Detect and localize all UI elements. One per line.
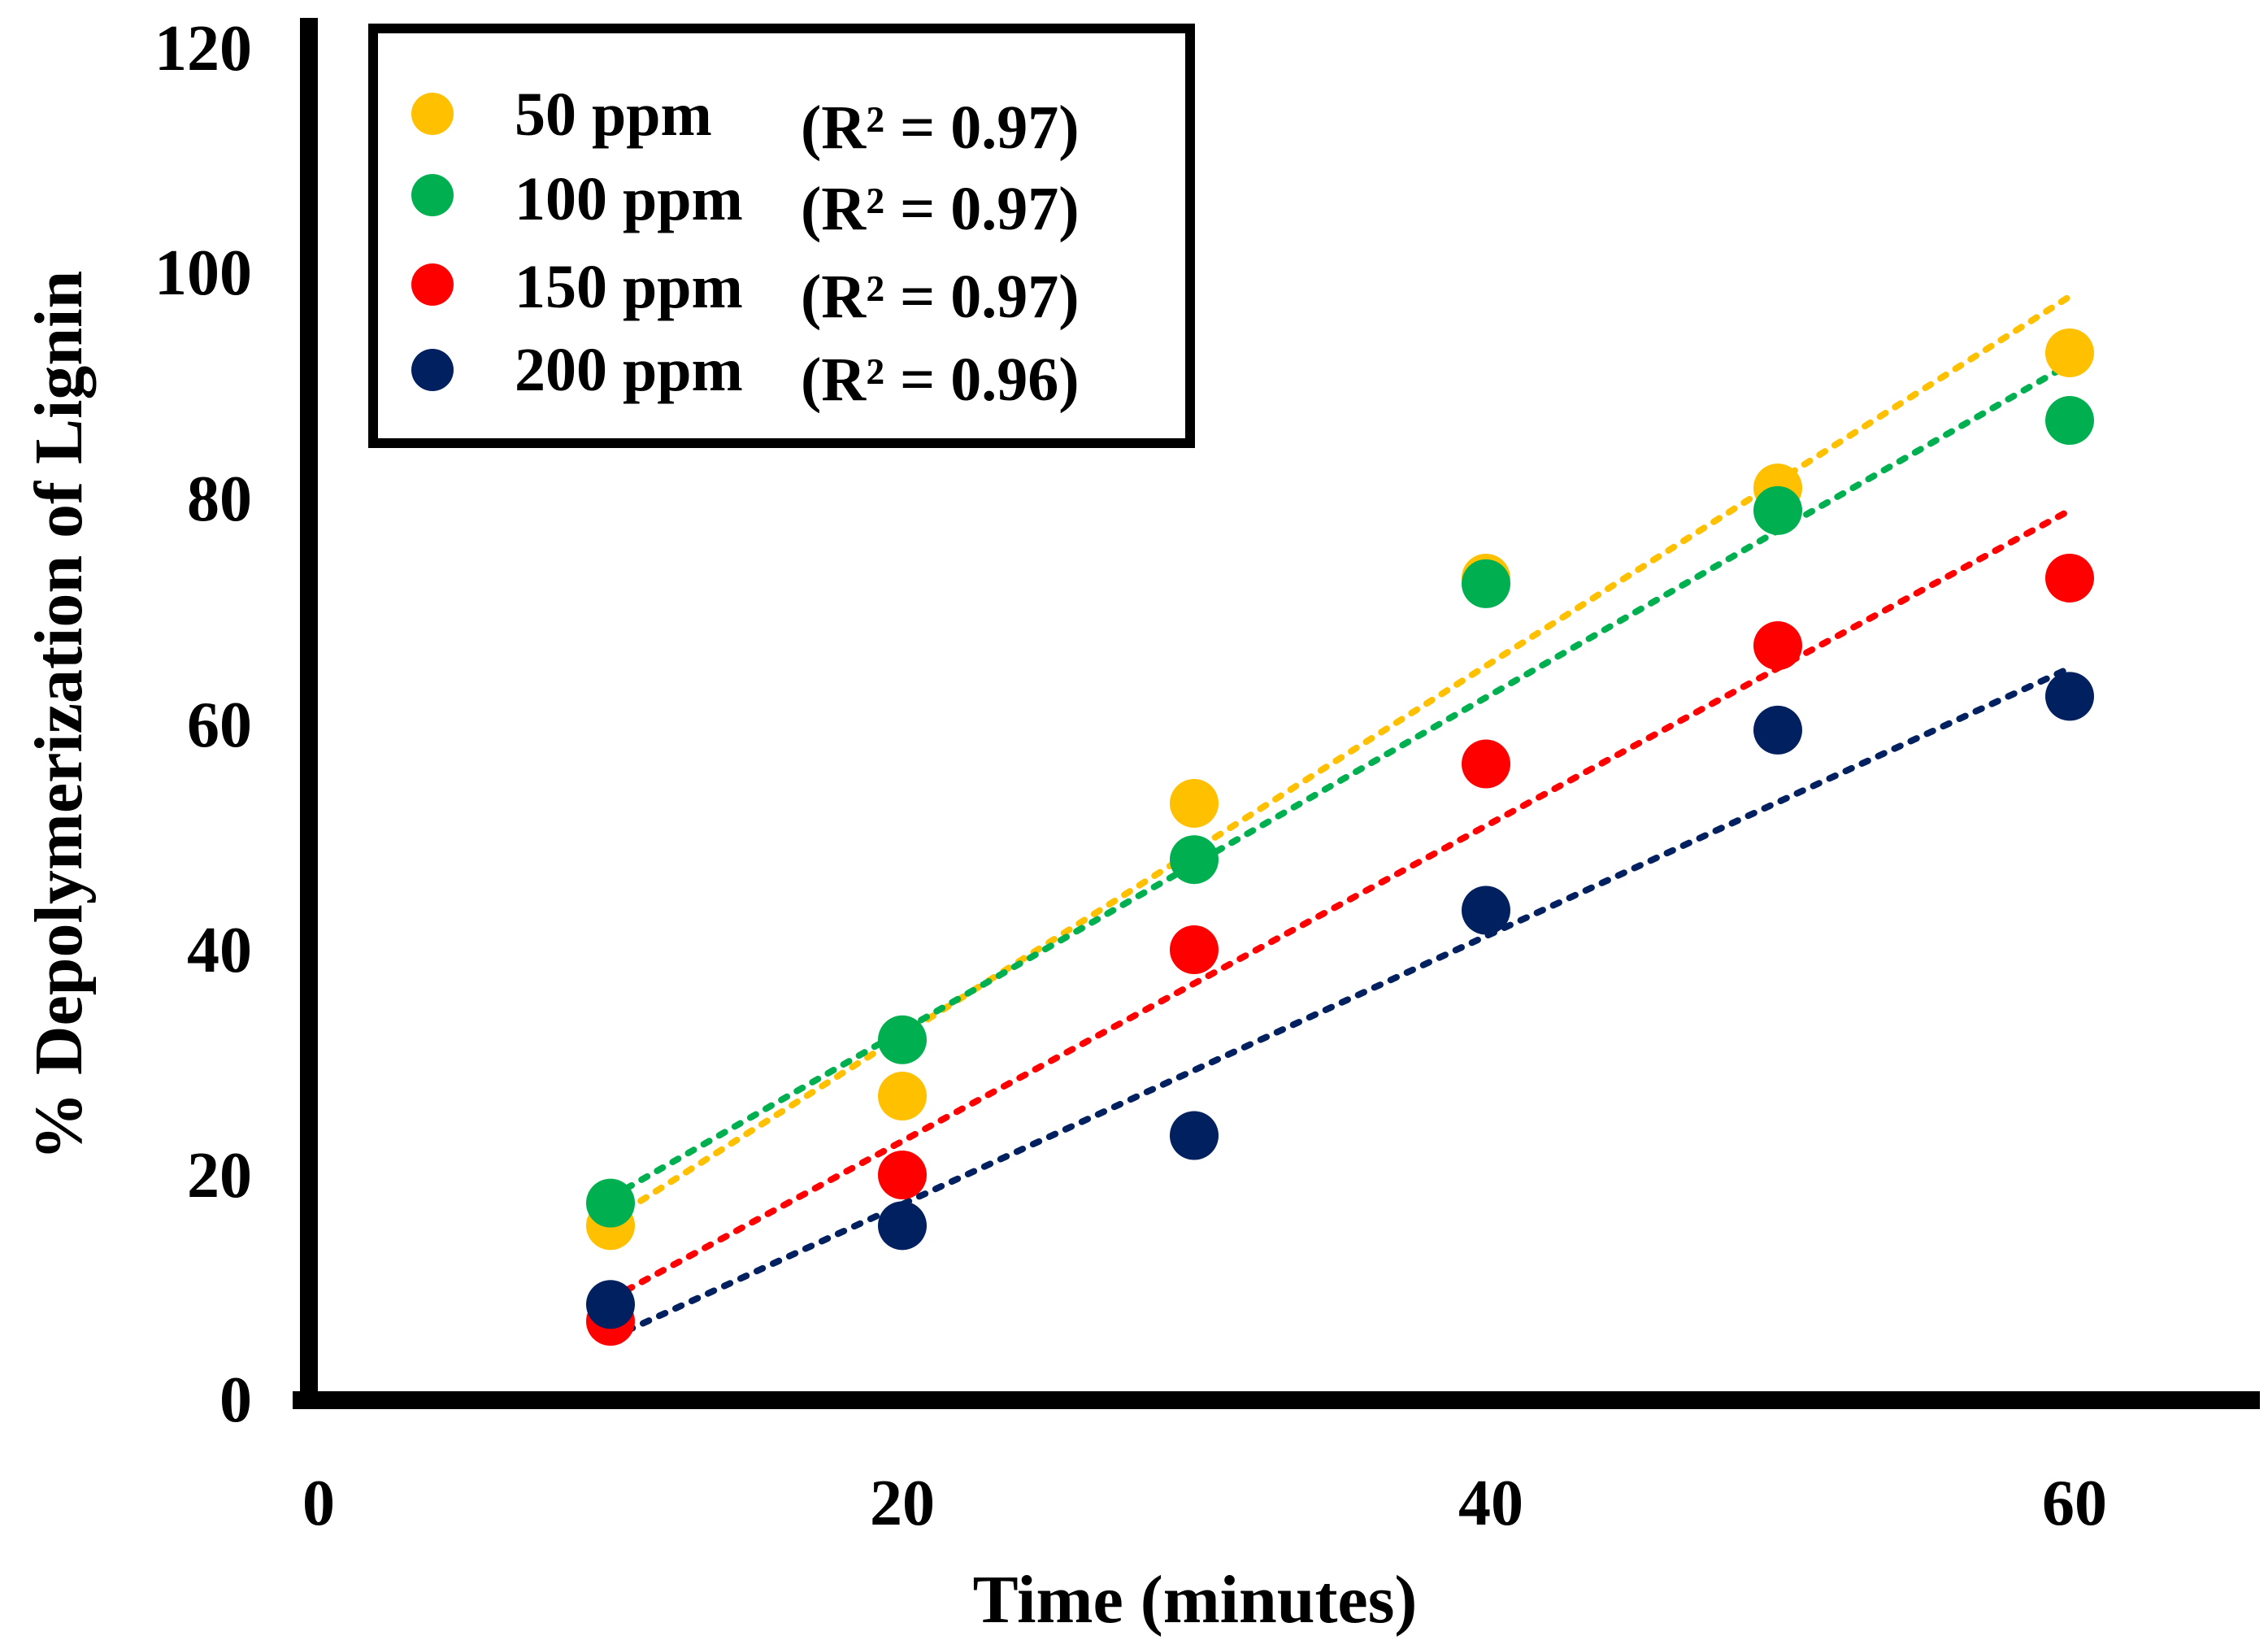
data-point [2045, 553, 2094, 603]
data-point [1170, 925, 1219, 974]
legend-series-label: 50 ppm [515, 80, 712, 149]
legend-frame [368, 24, 1195, 448]
data-point [1753, 485, 1802, 535]
data-point [1462, 559, 1510, 608]
data-point [1170, 835, 1219, 885]
x-tick-labels: 0 20 40 60 [302, 1468, 2107, 1539]
data-point [1170, 1111, 1219, 1160]
data-point [1753, 705, 1802, 755]
x-tick-label: 60 [2042, 1468, 2107, 1539]
legend: 50 ppm (R² = 0.97) 100 ppm (R² = 0.97) 1… [368, 24, 1195, 448]
data-point [2045, 672, 2094, 721]
x-tick-label: 0 [302, 1468, 335, 1539]
trendlines [607, 293, 2073, 1342]
trendline-100-ppm [607, 360, 2073, 1201]
data-point [878, 1072, 927, 1121]
data-point [878, 1015, 927, 1064]
y-tick-label: 100 [154, 237, 252, 309]
legend-item: 100 ppm (R² = 0.97) [411, 165, 1080, 243]
trendline-50-ppm [607, 293, 2073, 1224]
data-point [2045, 328, 2094, 377]
legend-item: 50 ppm (R² = 0.97) [411, 80, 1080, 162]
trendline-150-ppm [607, 507, 2073, 1303]
data-point [1753, 621, 1802, 671]
legend-r2-label: (R² = 0.97) [801, 175, 1080, 243]
data-points [586, 328, 2094, 1347]
y-axis-title: % Depolymerization of Lignin [21, 271, 97, 1160]
trendline-200-ppm [607, 664, 2073, 1342]
legend-marker-dot [411, 349, 454, 391]
data-point [878, 1151, 927, 1199]
y-tick-label: 40 [187, 915, 252, 986]
data-point [878, 1201, 927, 1251]
legend-marker-dot [411, 93, 454, 135]
legend-r2-label: (R² = 0.97) [801, 263, 1080, 331]
y-tick-label: 80 [187, 463, 252, 535]
y-tick-label: 120 [154, 13, 252, 85]
x-axis-title: Time (minutes) [973, 1562, 1418, 1638]
x-tick-label: 40 [1458, 1468, 1523, 1539]
data-point [1170, 778, 1219, 828]
legend-marker-dot [411, 263, 454, 306]
legend-item: 150 ppm (R² = 0.97) [411, 253, 1080, 331]
legend-series-label: 200 ppm [515, 336, 743, 404]
legend-series-label: 100 ppm [515, 165, 743, 233]
data-point [1462, 885, 1510, 935]
x-tick-label: 20 [870, 1468, 935, 1539]
legend-marker-dot [411, 174, 454, 216]
legend-r2-label: (R² = 0.96) [801, 346, 1080, 414]
y-tick-labels: 0 20 40 60 80 100 120 [154, 13, 252, 1436]
data-point [586, 1280, 635, 1329]
legend-series-label: 150 ppm [515, 253, 743, 321]
y-tick-label: 0 [219, 1364, 252, 1436]
data-point [1462, 739, 1510, 789]
legend-item: 200 ppm (R² = 0.96) [411, 336, 1080, 414]
y-tick-label: 60 [187, 690, 252, 761]
data-point [586, 1178, 635, 1228]
legend-r2-label: (R² = 0.97) [801, 94, 1080, 162]
data-point [2045, 396, 2094, 446]
y-tick-label: 20 [187, 1140, 252, 1212]
